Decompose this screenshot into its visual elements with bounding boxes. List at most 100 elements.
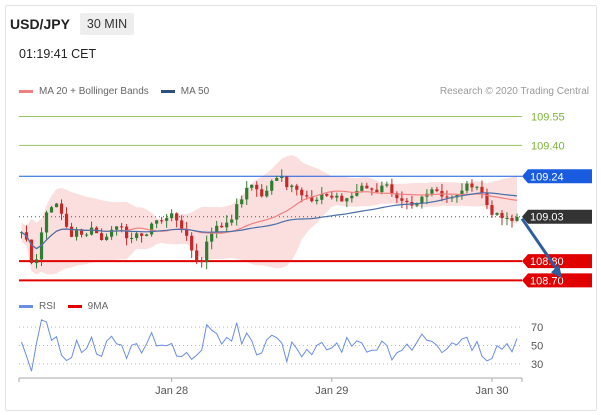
candle-body — [270, 180, 274, 191]
candle-body — [120, 226, 124, 228]
candle — [470, 179, 474, 192]
candle-body — [360, 185, 364, 191]
candle-body — [215, 225, 219, 232]
candle — [250, 184, 254, 191]
symbol-label: USD/JPY — [10, 16, 70, 32]
candle — [275, 175, 279, 182]
candle-body — [114, 226, 119, 230]
candle — [485, 188, 489, 210]
candle-body — [150, 223, 154, 235]
level-tag-shape — [522, 254, 592, 269]
level-tag-shape — [522, 169, 592, 184]
candle-body — [160, 220, 164, 222]
candle — [104, 233, 109, 241]
candle — [385, 181, 389, 188]
candle-body — [69, 226, 74, 237]
chart-header: USD/JPY 30 MIN — [10, 12, 135, 36]
candle — [54, 202, 59, 208]
candle-body — [29, 239, 34, 264]
candle — [175, 212, 179, 228]
candle — [245, 181, 249, 205]
candle-body — [400, 198, 404, 201]
candles — [19, 169, 519, 270]
candle — [350, 192, 354, 203]
candle — [255, 181, 259, 197]
candle — [295, 183, 299, 196]
candle — [109, 226, 114, 240]
candle — [150, 222, 154, 237]
candle-body — [130, 237, 134, 239]
candle — [340, 193, 344, 202]
candle — [190, 232, 194, 258]
level-tag-label: 109.03 — [530, 212, 564, 224]
candle-body — [265, 190, 269, 197]
legend-label-9ma: 9MA — [87, 301, 109, 312]
candle — [170, 209, 174, 222]
candle-body — [430, 189, 434, 194]
candle-body — [320, 193, 324, 200]
forecast-arrow-shaft — [520, 217, 561, 274]
candle-body — [200, 260, 204, 263]
candle-body — [165, 218, 169, 221]
level-tag-109-03: 109.03 — [522, 209, 592, 224]
candle — [84, 232, 89, 237]
legend-swatch-rsi — [19, 305, 33, 308]
candle-body — [54, 203, 59, 208]
candle — [265, 185, 269, 198]
level-tag-label: 109.24 — [530, 171, 564, 183]
candle — [280, 169, 284, 182]
candle-body — [465, 183, 469, 191]
candle-body — [395, 193, 399, 199]
candle — [405, 197, 409, 210]
candle-body — [370, 188, 374, 190]
candle — [34, 253, 39, 269]
candle-body — [325, 193, 329, 196]
candle-body — [480, 186, 484, 193]
candle — [200, 257, 204, 268]
candle-body — [79, 229, 84, 235]
candle-body — [135, 233, 139, 238]
candle-body — [495, 213, 499, 215]
legend-swatch-ma20 — [19, 90, 33, 93]
candle — [270, 179, 274, 195]
candle-body — [385, 184, 389, 186]
candle-body — [49, 207, 54, 213]
candle — [49, 205, 54, 213]
candle — [59, 199, 64, 221]
candle-body — [220, 225, 224, 228]
level-tag-109-24: 109.24 — [522, 169, 592, 184]
candle-body — [285, 176, 289, 188]
candle — [225, 215, 229, 232]
candle — [460, 183, 464, 200]
candle-body — [240, 199, 244, 205]
timeframe-selector[interactable]: 30 MIN — [79, 13, 135, 35]
x-axis-label: Jan 29 — [315, 385, 348, 397]
level-tag-108-70: 108.70 — [522, 273, 592, 288]
candle — [64, 207, 69, 228]
candle-body — [510, 217, 514, 221]
candle — [330, 192, 334, 200]
legend-item-rsi: RSI — [19, 301, 56, 312]
candle-body — [59, 203, 64, 214]
candle — [420, 195, 424, 209]
candle — [210, 227, 214, 250]
candle — [325, 193, 329, 198]
rsi-level-label: 30 — [531, 359, 543, 371]
candle-body — [89, 227, 94, 235]
candle — [515, 213, 519, 222]
candle-body — [475, 186, 479, 188]
candle — [505, 212, 509, 226]
candle — [240, 195, 244, 208]
candle — [500, 210, 504, 226]
candle-body — [375, 189, 379, 193]
candle — [475, 185, 479, 191]
candle — [395, 191, 399, 204]
candle-body — [415, 203, 419, 206]
candle — [290, 184, 294, 193]
candle-body — [205, 241, 209, 263]
candle-body — [210, 231, 214, 242]
chart-panel — [5, 5, 597, 411]
candle — [490, 200, 494, 218]
candle-body — [295, 185, 299, 190]
